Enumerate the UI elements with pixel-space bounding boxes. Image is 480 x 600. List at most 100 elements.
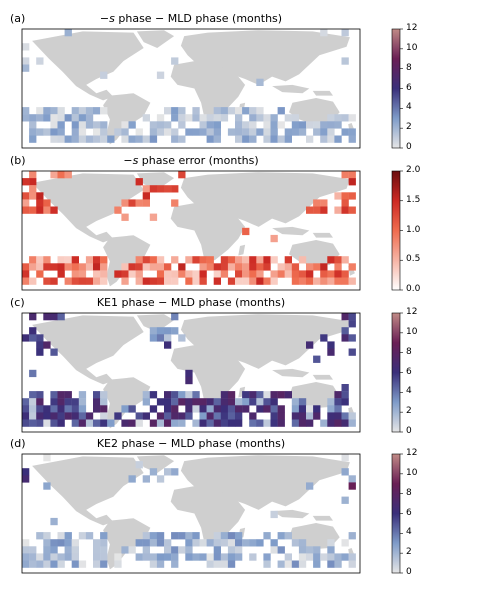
data-cell — [206, 135, 214, 143]
data-cell — [57, 114, 65, 122]
data-cell — [242, 405, 250, 413]
map-panel-a — [21, 28, 403, 149]
data-cell — [50, 546, 58, 554]
colorbar-tick-label: 2.0 — [406, 165, 421, 175]
colorbar-tick-label: 10 — [406, 467, 418, 478]
data-cell — [43, 263, 51, 271]
data-cell — [249, 135, 257, 143]
data-cell — [164, 121, 172, 129]
data-cell — [43, 206, 51, 214]
data-cell — [227, 405, 236, 413]
data-cell — [22, 107, 30, 115]
data-cell — [178, 107, 186, 115]
data-cell — [171, 405, 179, 413]
data-cell — [178, 171, 186, 179]
land-africa — [170, 486, 246, 544]
data-cell — [57, 135, 65, 143]
data-cell — [156, 419, 165, 427]
data-cell — [142, 475, 150, 483]
data-cell — [57, 313, 65, 321]
data-cell — [50, 114, 58, 122]
data-cell — [220, 405, 229, 413]
data-cell — [206, 128, 214, 136]
data-cell — [348, 263, 356, 271]
colorbar-tick-label: 4 — [406, 527, 412, 538]
colorbar-tick-label: 0.5 — [406, 254, 421, 265]
data-cell — [156, 532, 165, 540]
data-cell — [156, 121, 165, 129]
data-cell — [242, 539, 250, 547]
data-cell — [263, 135, 271, 143]
data-cell — [121, 419, 129, 427]
data-cell — [43, 107, 51, 115]
panel-label-d: (d) — [10, 437, 26, 450]
data-cell — [213, 560, 221, 568]
data-cell — [192, 114, 200, 122]
data-cell — [235, 539, 243, 547]
land-indonesia — [272, 509, 310, 519]
data-cell — [164, 391, 172, 399]
land-indonesia — [272, 84, 310, 94]
data-cell — [263, 128, 271, 136]
data-cell — [235, 256, 243, 264]
data-cell — [348, 475, 356, 483]
data-cell — [227, 263, 236, 271]
colorbar-tick-label: 10 — [406, 326, 418, 337]
data-cell — [277, 546, 285, 554]
data-cell — [284, 263, 292, 271]
data-cell — [164, 107, 172, 115]
land-new-guinea — [312, 90, 333, 96]
data-cell — [277, 532, 285, 540]
data-cell — [128, 135, 136, 143]
data-cell — [185, 412, 193, 420]
data-cell — [29, 135, 37, 143]
data-cell — [291, 121, 300, 129]
data-cell — [93, 398, 101, 406]
data-cell — [100, 391, 108, 399]
data-cell — [149, 327, 158, 335]
data-cell — [313, 199, 321, 207]
data-cell — [334, 412, 342, 420]
data-cell — [277, 121, 285, 129]
data-cell — [263, 419, 271, 427]
data-cell — [341, 114, 349, 122]
colorbar — [391, 312, 401, 433]
data-cell — [128, 419, 136, 427]
data-cell — [270, 419, 278, 427]
data-cell — [171, 277, 179, 285]
data-cell — [135, 412, 143, 420]
data-cell — [93, 553, 101, 561]
data-cell — [341, 454, 349, 462]
data-cell — [334, 192, 342, 200]
data-cell — [164, 270, 172, 278]
data-cell — [78, 532, 87, 540]
data-cell — [348, 560, 356, 568]
data-cell — [298, 412, 307, 420]
data-cell — [192, 419, 200, 427]
data-cell — [114, 128, 122, 136]
data-cell — [22, 64, 30, 72]
data-cell — [298, 553, 307, 561]
data-cell — [192, 398, 200, 406]
data-cell — [227, 546, 236, 554]
data-cell — [284, 114, 292, 122]
data-cell — [22, 192, 30, 200]
data-cell — [64, 135, 72, 143]
colorbar-tick-label: 6 — [406, 82, 412, 93]
data-cell — [306, 546, 314, 554]
data-cell — [220, 553, 229, 561]
data-cell — [185, 539, 193, 547]
data-cell — [171, 419, 179, 427]
data-cell — [50, 405, 58, 413]
data-cell — [277, 107, 285, 115]
data-cell — [178, 532, 186, 540]
data-cell — [192, 391, 200, 399]
data-cell — [298, 128, 307, 136]
data-cell — [327, 405, 335, 413]
data-cell — [192, 107, 200, 115]
data-cell — [36, 206, 44, 214]
data-cell — [242, 256, 250, 264]
data-cell — [213, 553, 221, 561]
data-cell — [100, 277, 108, 285]
data-cell — [327, 539, 335, 547]
